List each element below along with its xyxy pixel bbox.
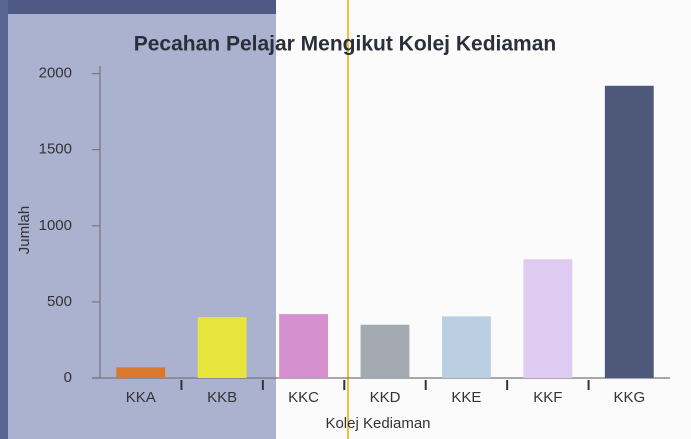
y-axis-label: Jumlah [16, 206, 33, 254]
x-tick-label: KKF [533, 389, 562, 406]
x-tick-label: KKE [451, 389, 481, 406]
bar [360, 324, 410, 378]
bar [523, 259, 573, 378]
x-axis-label: Kolej Kediaman [325, 415, 430, 432]
bar [197, 317, 247, 378]
bar [279, 314, 328, 378]
x-tick-label: KKC [288, 389, 319, 406]
chart-title: Pecahan Pelajar Mengikut Kolej Kediaman [134, 33, 556, 56]
y-tick-label: 0 [64, 369, 72, 386]
y-tick-label: 1500 [39, 141, 72, 158]
y-tick-label: 2000 [39, 65, 72, 82]
x-tick-label: KKG [613, 389, 645, 406]
y-tick-label: 500 [47, 293, 72, 310]
overlay-edge [0, 0, 8, 439]
x-tick-label: KKD [370, 389, 401, 406]
bar [116, 367, 166, 378]
x-tick-label: KKB [207, 389, 237, 406]
x-tick-label: KKA [126, 389, 156, 406]
overlay-bar [0, 0, 276, 14]
bar [442, 316, 491, 378]
y-tick-label: 1000 [39, 217, 72, 234]
bar [604, 85, 654, 378]
